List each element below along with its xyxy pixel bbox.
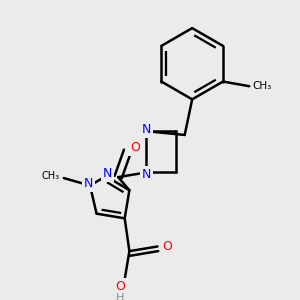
Text: CH₃: CH₃ [253,81,272,91]
Text: N: N [103,167,112,180]
Text: O: O [162,240,172,253]
Text: N: N [83,177,93,190]
Text: N: N [142,123,151,136]
Text: N: N [142,168,151,181]
Text: H: H [116,293,124,300]
Text: CH₃: CH₃ [42,171,60,181]
Text: O: O [115,280,125,293]
Text: O: O [130,141,140,154]
